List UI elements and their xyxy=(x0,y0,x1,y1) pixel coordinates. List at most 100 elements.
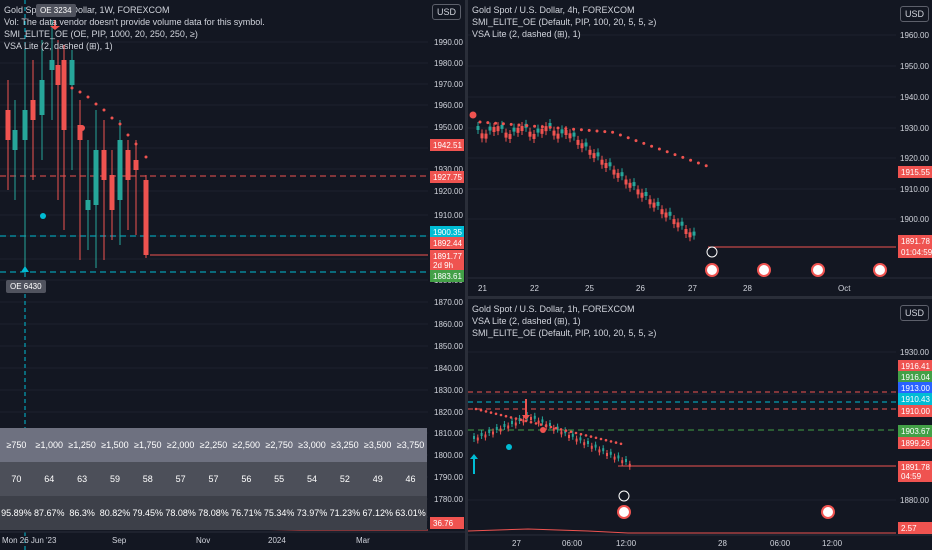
vsa-dot xyxy=(519,418,523,422)
vsa-dot xyxy=(614,441,618,444)
stats-cell: 57 xyxy=(208,474,219,484)
price-tag: 1916.41 xyxy=(901,362,930,371)
1h-candle-5-body xyxy=(492,431,494,435)
4h-candle-37-body xyxy=(624,179,628,185)
vsa-dot xyxy=(618,133,622,137)
vsa-dot xyxy=(696,161,700,165)
1h-candle-34-body xyxy=(602,448,605,452)
currency-button[interactable]: USD xyxy=(432,4,462,20)
pane-divider-horizontal[interactable] xyxy=(468,296,932,299)
4h-candle-11-body xyxy=(520,126,524,132)
1h-candle-31-body xyxy=(590,445,593,449)
1h-chart-pane[interactable]: 1930.001920.001880.001916.411916.041913.… xyxy=(468,299,932,550)
vsa-dot xyxy=(642,141,646,145)
4h-candle-42-body xyxy=(644,192,648,196)
price-tag-bg xyxy=(430,517,464,529)
price-tag: 1892.44 xyxy=(433,239,462,248)
y-axis-label: 1910.00 xyxy=(434,211,463,220)
stats-cell: 56 xyxy=(241,474,252,484)
1h-candle-20-body xyxy=(549,423,551,426)
vsa-dot xyxy=(594,436,598,440)
currency-button[interactable]: USD xyxy=(900,6,930,22)
4h-candle-35-body xyxy=(616,172,620,178)
price-tag-bg xyxy=(430,259,464,271)
vsa-dot xyxy=(524,419,528,423)
1h-candle-36-body xyxy=(609,451,612,455)
y-axis-label: 1980.00 xyxy=(434,59,463,68)
y-axis-label: 1850.00 xyxy=(434,342,463,351)
weekly-chart-canvas[interactable]: 1990.001980.001970.001960.001950.001940.… xyxy=(0,0,465,550)
stats-cell: 55 xyxy=(274,474,285,484)
weekly-candle-3-body xyxy=(30,100,36,120)
1h-candle-3-body xyxy=(484,434,487,438)
4h-chart-canvas[interactable]: 1960.00 1950.00 1940.00 1930.00 1920.00 1910.… xyxy=(468,0,932,296)
vsa-dot xyxy=(78,90,82,94)
vsa-dot xyxy=(539,423,543,426)
vsa-dot xyxy=(584,434,588,437)
1h-candle-35-body xyxy=(606,453,608,456)
y-axis-label: 1940.00 xyxy=(900,93,929,102)
price-tag: 2d 9h xyxy=(433,261,453,270)
4h-candle-9-body xyxy=(512,127,516,132)
vsa-dot xyxy=(525,124,529,128)
price-tag: 1891.77 xyxy=(433,252,462,261)
legend-smi: SMI_ELITE_OE (Default, PIP, 100, 20, 5, … xyxy=(472,328,657,338)
y-axis-label: 1910.00 xyxy=(900,185,929,194)
pane-divider-vertical[interactable] xyxy=(465,0,468,550)
1h-candle-27-body xyxy=(575,438,578,442)
stats-cell: ≥3,250 xyxy=(331,440,359,450)
1h-chart-canvas[interactable]: 1930.001920.001880.001916.411916.041913.… xyxy=(468,299,932,550)
arrow-down-icon xyxy=(522,399,530,420)
1h-candle-23-body xyxy=(560,431,563,435)
x-axis-label: Nov xyxy=(196,536,210,545)
4h-candle-44-body xyxy=(652,202,656,208)
4h-candle-52-body xyxy=(684,229,688,234)
weekly-candle-13-body xyxy=(109,175,115,210)
y-axis-label: 1860.00 xyxy=(434,320,463,329)
price-tag: 1915.55 xyxy=(901,168,930,177)
4h-candle-5-body xyxy=(496,126,500,132)
x-axis-label: 26 xyxy=(636,284,645,293)
y-axis-label: 1800.00 xyxy=(434,451,463,460)
signal-dot-cyan xyxy=(506,444,512,450)
4h-candle-47-body xyxy=(664,212,668,218)
weekly-candle-8-body xyxy=(69,60,75,85)
1h-candle-16-body xyxy=(533,415,536,419)
stats-cell: ≥1,750 xyxy=(134,440,162,450)
stats-cell: 71.23% xyxy=(329,508,361,518)
lightning-icon xyxy=(706,246,718,258)
y-axis-label: 1990.00 xyxy=(434,38,463,47)
1h-candle-18-body xyxy=(541,419,544,423)
x-axis-label: 28 xyxy=(718,539,727,548)
vsa-dot xyxy=(609,440,613,443)
price-tag-bg xyxy=(898,166,932,178)
price-tag-bg xyxy=(898,393,932,405)
vsa-dot xyxy=(110,116,114,120)
1h-candle-6-body xyxy=(495,427,498,430)
vsa-dot xyxy=(529,420,533,424)
4h-candle-15-body xyxy=(536,128,540,133)
vsa-dot xyxy=(634,139,638,143)
1h-candle-0-body xyxy=(473,436,475,439)
4h-chart-pane[interactable]: 1960.00 1950.00 1940.00 1930.00 1920.00 1910.… xyxy=(468,0,932,296)
y-axis-label: 1790.00 xyxy=(434,473,463,482)
y-axis-label: 1950.00 xyxy=(900,62,929,71)
stats-cell: 63 xyxy=(77,474,88,484)
vsa-dot xyxy=(494,412,498,416)
1h-candle-12-body xyxy=(518,418,521,421)
currency-button[interactable]: USD xyxy=(900,305,930,321)
stats-cell: ≥3,500 xyxy=(363,440,392,450)
vsa-dot xyxy=(494,121,498,125)
y-axis-label: 1950.00 xyxy=(434,123,463,132)
4h-candle-22-body xyxy=(564,130,568,135)
1h-candle-24-body xyxy=(564,430,567,434)
vsa-dot xyxy=(509,122,513,126)
4h-candle-48-body xyxy=(668,211,672,216)
price-tag: 01:04:59 xyxy=(901,248,932,257)
stats-cell: 78.08% xyxy=(198,508,229,518)
y-axis-label: 1970.00 xyxy=(434,80,463,89)
weekly-chart-pane[interactable]: 1990.001980.001970.001960.001950.001940.… xyxy=(0,0,465,550)
y-axis-label: 1820.00 xyxy=(434,408,463,417)
price-tag: 1910.43 xyxy=(901,395,930,404)
vsa-dot xyxy=(514,417,518,420)
